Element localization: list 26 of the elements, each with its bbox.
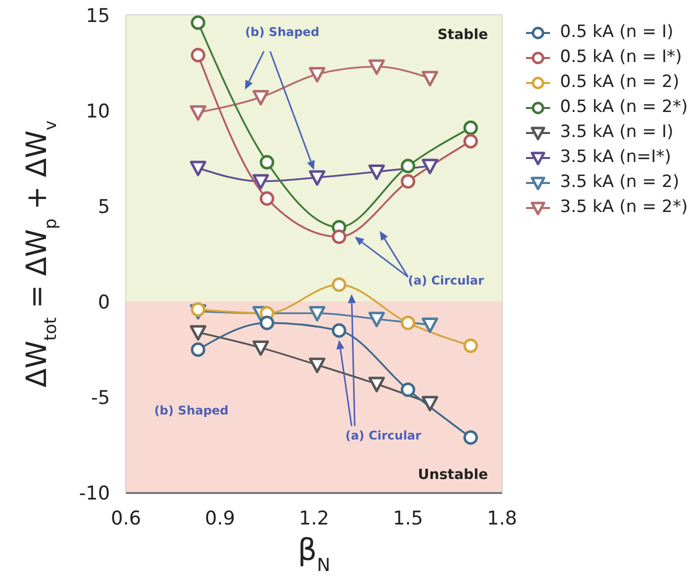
x-tick-label: 1.5 — [392, 507, 424, 530]
x-axis-title: β$_{N}$ — [298, 533, 330, 576]
annotation: (b) Shaped — [245, 25, 320, 40]
annotation: (a) Circular — [345, 428, 422, 442]
legend-label: 3.5 kA (n = 2*) — [560, 196, 688, 219]
x-tick-label: 0.6 — [110, 507, 142, 530]
legend-label: 3.5 kA (n=I*) — [560, 146, 672, 169]
legend-label: 0.5 kA (n = I*) — [560, 46, 682, 69]
band-label: Unstable — [418, 467, 488, 483]
legend-label: 0.5 kA (n = 2) — [560, 71, 680, 94]
x-tick-label: 1.2 — [298, 507, 330, 530]
y-tick-label: 10 — [86, 100, 110, 122]
legend-label: 0.5 kA (n = 2*) — [560, 96, 688, 119]
x-tick-label: 0.9 — [204, 507, 236, 530]
legend-label: 0.5 kA (n = I) — [560, 21, 674, 44]
y-tick-label: 5 — [98, 196, 110, 218]
y-tick-label: -5 — [91, 387, 110, 410]
legend-label: 3.5 kA (n = I) — [560, 121, 674, 144]
y-tick-label: -10 — [78, 482, 110, 505]
y-tick-label: 0 — [98, 292, 110, 314]
band-label: Stable — [437, 26, 488, 43]
legend-label: 3.5 kA (n = 2) — [560, 171, 680, 194]
x-tick-label: 1.8 — [486, 507, 518, 530]
annotation: (a) Circular — [408, 274, 484, 288]
annotation: (b) Shaped — [154, 404, 229, 418]
y-tick-label: 15 — [86, 4, 110, 27]
